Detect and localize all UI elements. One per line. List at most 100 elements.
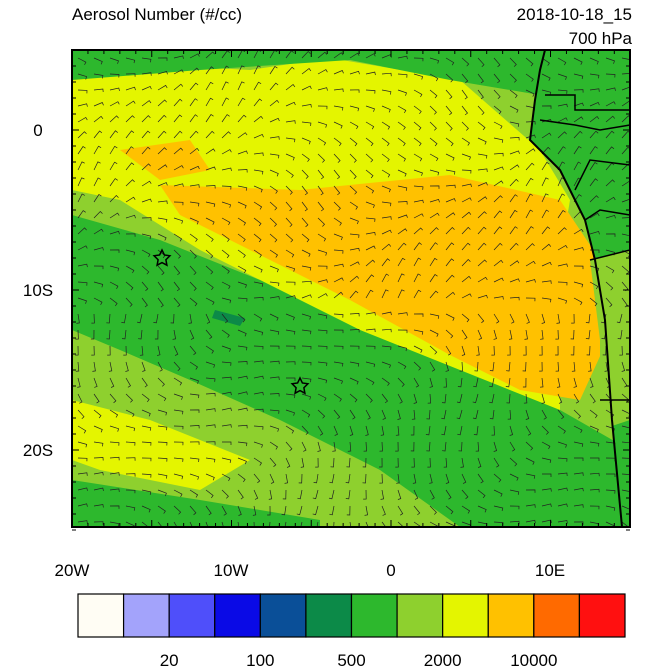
wind-barb [477, 259, 487, 267]
star-marker [290, 376, 310, 395]
wind-barb [477, 505, 487, 513]
wind-barb [285, 233, 294, 243]
wind-barb [525, 121, 536, 125]
wind-barb [109, 249, 120, 253]
wind-barb [189, 233, 198, 242]
wind-barb [429, 105, 437, 115]
wind-barb [93, 471, 104, 476]
wind-barb [429, 257, 438, 267]
wind-barb [445, 169, 456, 175]
wind-barb [525, 226, 534, 235]
wind-barb [443, 457, 448, 468]
wind-barb [413, 121, 422, 131]
wind-barb [505, 377, 511, 388]
wind-barb [141, 425, 152, 431]
wind-barb [413, 289, 422, 299]
wind-barb [125, 265, 135, 274]
wind-barb [157, 265, 165, 276]
wind-barb [411, 409, 416, 420]
wind-barb [493, 180, 504, 187]
wind-barb [205, 345, 214, 354]
star-marker [152, 248, 172, 267]
wind-barb [365, 185, 375, 194]
wind-barb [329, 473, 335, 484]
wind-barb [285, 153, 295, 161]
wind-barb [413, 489, 419, 500]
wind-barb [365, 217, 376, 222]
wind-barb [189, 130, 199, 139]
wind-barb [413, 89, 423, 98]
wind-barb [189, 409, 200, 413]
wind-barb [555, 329, 559, 340]
wind-barb [157, 441, 168, 446]
wind-barb [557, 245, 568, 251]
wind-barb [237, 150, 248, 155]
wind-barb [333, 121, 343, 129]
wind-barb [557, 409, 565, 420]
wind-barb [445, 153, 455, 161]
wind-barb [605, 146, 615, 155]
wind-barb [381, 169, 391, 178]
wind-barb [573, 228, 584, 235]
wind-barb [349, 185, 358, 195]
wind-barb [380, 489, 385, 500]
wind-barb [493, 57, 501, 68]
wind-barb [395, 441, 399, 452]
wind-barb [473, 425, 479, 436]
wind-barb [317, 51, 328, 59]
wind-barb [301, 169, 309, 179]
wind-barb [205, 130, 215, 139]
wind-barb [573, 116, 584, 123]
wind-barb [269, 329, 280, 335]
wind-barb [445, 105, 453, 116]
wind-barb [381, 273, 390, 283]
wind-barb [525, 279, 536, 283]
wind-barb [397, 201, 408, 205]
wind-barb [493, 259, 504, 267]
wind-barb [365, 71, 376, 76]
wind-barb [301, 345, 312, 350]
wind-barb [349, 153, 357, 163]
wind-barb [285, 329, 296, 335]
wind-barb [525, 243, 535, 251]
wind-barb [509, 296, 520, 301]
wind-barb [365, 274, 375, 283]
wind-barb [221, 521, 224, 527]
wind-barb [539, 377, 544, 388]
wind-barb [281, 505, 287, 516]
wind-barb [333, 329, 344, 334]
wind-barb [125, 130, 135, 139]
colorbar-box [122, 593, 170, 638]
wind-barb [77, 520, 88, 524]
wind-barb [541, 409, 547, 420]
wind-barb [221, 233, 230, 242]
wind-barb [365, 153, 374, 163]
wind-barb [157, 130, 167, 139]
wind-barb [525, 193, 533, 203]
wind-barb [477, 276, 488, 283]
wind-barb [379, 457, 383, 468]
wind-barb [285, 185, 293, 195]
wind-barb [173, 489, 183, 498]
wind-barb [557, 487, 568, 491]
wind-barb [509, 164, 520, 171]
wind-barb [221, 391, 232, 396]
wind-barb [297, 489, 303, 500]
wind-barb [93, 161, 101, 171]
wind-barb [141, 146, 151, 155]
wind-barb [573, 441, 584, 447]
wind-barb [157, 57, 168, 61]
wind-barb [425, 425, 431, 436]
wind-barb [557, 161, 566, 171]
wind-barb [109, 73, 120, 78]
wind-barb [445, 505, 454, 515]
wind-barb [456, 409, 463, 420]
wind-barb [541, 488, 552, 492]
wind-barb [445, 57, 455, 66]
wind-barb [93, 297, 103, 306]
wind-barb [205, 408, 216, 412]
wind-barb [317, 313, 328, 319]
wind-barb [523, 345, 527, 356]
wind-barb [381, 328, 392, 333]
wind-barb [457, 425, 463, 436]
